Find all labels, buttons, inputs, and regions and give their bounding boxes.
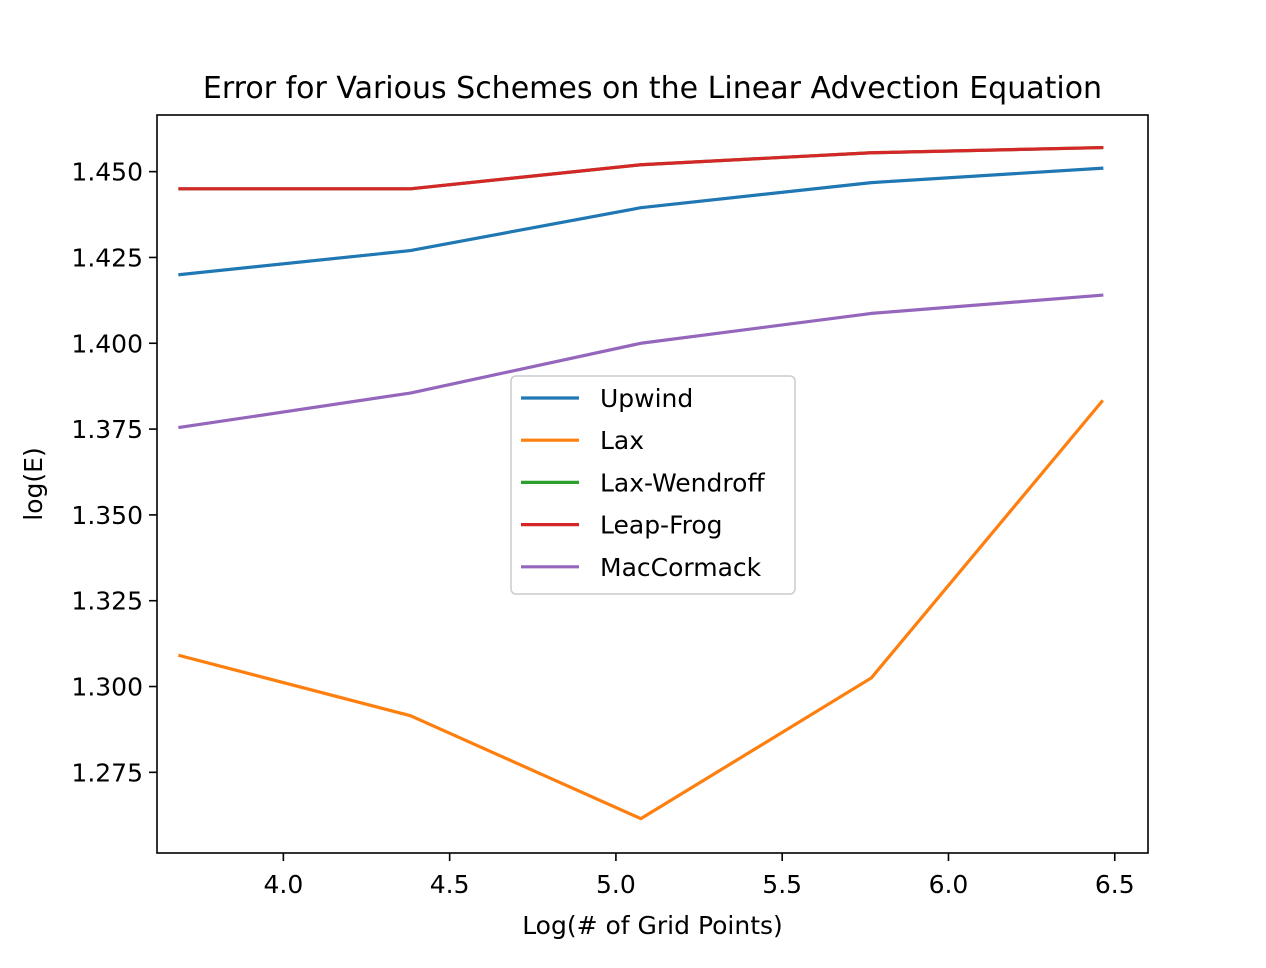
y-tick-label: 1.350 [71,501,143,530]
x-tick-label: 6.0 [929,870,969,899]
y-axis-ticks: 1.275 1.300 1.325 1.350 1.375 1.400 1.425 1.450 [71,158,157,787]
y-tick-label: 1.425 [71,243,143,272]
y-tick-label: 1.275 [71,758,143,787]
y-axis-label: log(E) [19,447,48,520]
plot-frame [156,114,1149,854]
legend-label-lax: Lax [600,426,644,455]
legend-box [510,375,796,595]
x-tick-label: 5.5 [762,870,802,899]
series-line-leap-frog [178,145,1104,191]
y-tick-label: 1.400 [71,329,143,358]
y-tick-label: 1.375 [71,415,143,444]
legend-label-upwind: Upwind [600,384,693,413]
series-line-maccormack [178,293,1104,430]
legend: Upwind Lax Lax-Wendroff Leap-Frog MacCormack [510,375,796,595]
x-axis-label: Log(# of Grid Points) [522,911,783,940]
y-tick-label: 1.325 [71,587,143,616]
x-tick-label: 6.5 [1095,870,1135,899]
y-tick-label: 1.450 [71,158,143,187]
x-tick-label: 4.0 [263,870,303,899]
series-line-upwind [178,166,1104,277]
x-tick-label: 4.5 [430,870,470,899]
series-line-lax [177,399,1105,821]
legend-label-lax-wendroff: Lax-Wendroff [600,468,765,497]
legend-label-maccormack: MacCormack [600,553,762,582]
x-tick-label: 5.0 [596,870,636,899]
x-axis-ticks: 4.0 4.5 5.0 5.5 6.0 6.5 [263,853,1135,899]
y-tick-label: 1.300 [71,673,143,702]
series-lines [177,145,1105,821]
legend-label-leap-frog: Leap-Frog [600,511,723,540]
chart-title: Error for Various Schemes on the Linear … [203,71,1102,106]
